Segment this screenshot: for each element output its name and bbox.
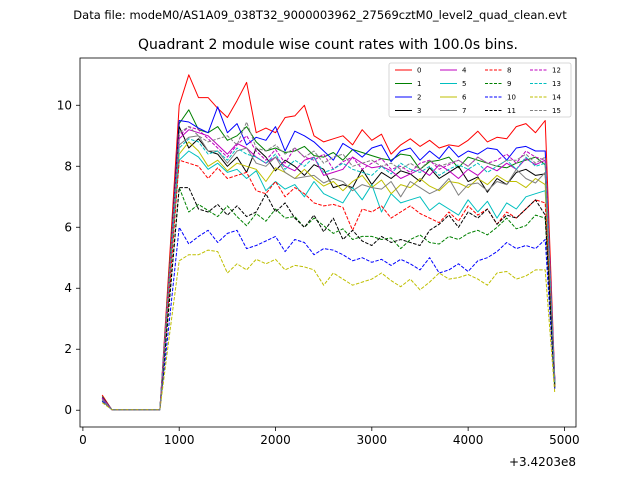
series-line-13 [101,138,556,411]
legend-label-11: 11 [507,107,516,115]
legend-label-7: 7 [462,107,466,115]
x-tick-label: 3000 [357,433,388,447]
series-line-11 [101,187,556,411]
x-tick-label: 0 [79,433,87,447]
data-file-label: Data file: modeM0/AS1A09_038T32_90000039… [73,8,567,22]
legend-label-3: 3 [417,107,421,115]
plot-frame [79,57,577,428]
x-tick-label: 2000 [260,433,291,447]
y-axis: 0 2 4 6 8 10 [57,98,80,417]
legend-box [388,62,572,118]
legend-label-1: 1 [417,80,421,88]
y-tick-label: 6 [64,220,72,234]
series-layer [101,74,556,411]
x-offset-label: +3.4203e8 [509,455,576,469]
legend-label-5: 5 [462,80,466,88]
plot-area [79,57,577,428]
x-tick-label: 1000 [164,433,195,447]
legend-label-12: 12 [552,67,561,75]
legend-label-4: 4 [462,67,467,75]
legend-label-13: 13 [552,80,561,88]
series-line-8 [101,159,556,411]
legend-label-9: 9 [507,80,511,88]
legend-label-2: 2 [417,94,421,102]
series-line-15 [101,121,556,411]
x-tick-label: 5000 [549,433,580,447]
legend-label-14: 14 [552,94,561,102]
legend-label-0: 0 [417,67,421,75]
y-tick-label: 8 [64,159,72,173]
x-axis: 0 1000 2000 3000 4000 5000 [79,427,580,447]
series-line-0 [101,74,556,411]
y-tick-label: 2 [64,342,72,356]
legend-label-10: 10 [507,94,516,102]
series-line-14 [101,249,556,411]
y-tick-label: 0 [64,403,72,417]
legend-label-8: 8 [507,67,511,75]
chart-title: Quadrant 2 module wise count rates with … [138,37,518,53]
y-tick-label: 4 [64,281,72,295]
legend-label-15: 15 [552,107,561,115]
y-tick-label: 10 [57,98,72,112]
x-tick-label: 4000 [453,433,484,447]
series-line-7 [101,135,556,411]
legend-label-6: 6 [462,94,467,102]
